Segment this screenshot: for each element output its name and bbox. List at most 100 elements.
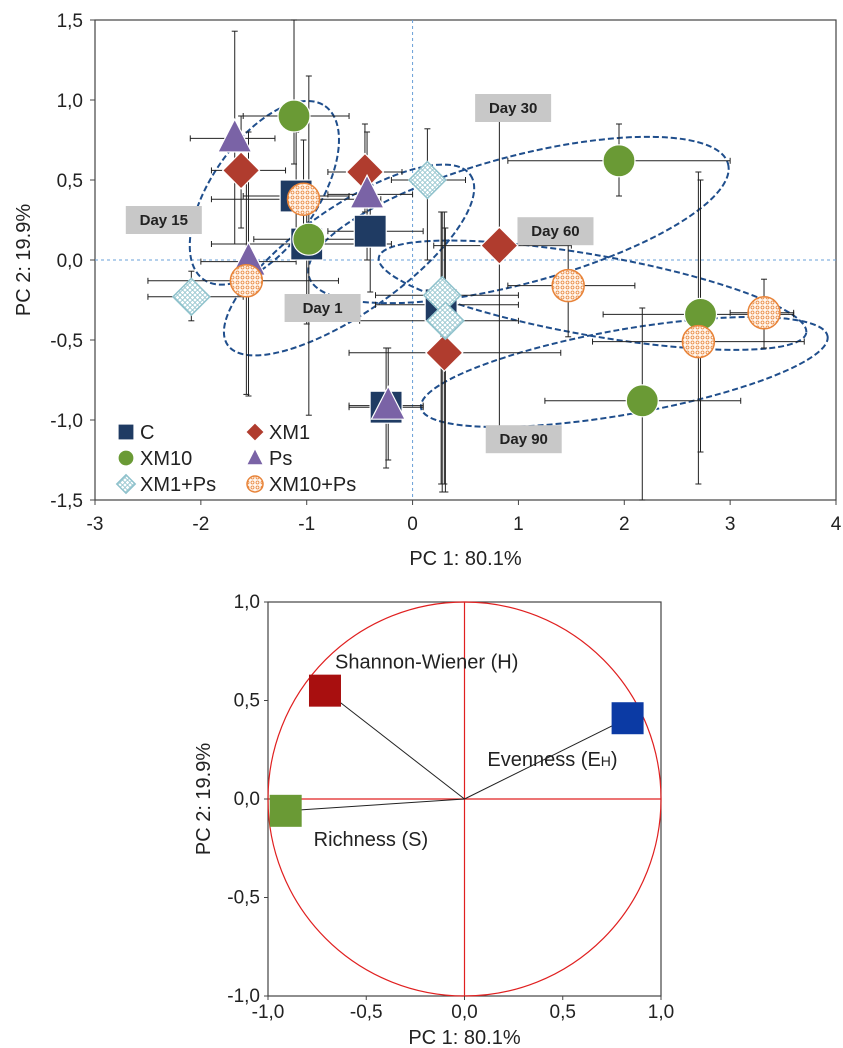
point-xm1-2	[480, 226, 519, 265]
ellipse-day-60	[377, 239, 808, 351]
plot-area-frame	[94, 19, 837, 501]
day-label-day-60: Day 60	[517, 217, 594, 246]
legend-marker-c	[117, 423, 135, 441]
y-tick-label: -1,0	[227, 986, 260, 1007]
legend-item-xm10: XM10	[117, 448, 192, 470]
day-label-box	[517, 217, 594, 246]
point-xm10-2	[602, 144, 636, 178]
x-axis-title: PC 1: 80.1%	[408, 1027, 521, 1048]
variable-marker	[611, 702, 644, 735]
loading-vector	[285, 798, 465, 812]
correlation-circle-plot: Shannon-Wiener (H) Evenness (EH) Richness …	[193, 592, 674, 1048]
x-tick-label: 3	[725, 514, 736, 535]
legend-label: XM1	[269, 422, 310, 444]
x-tick-label: 1	[513, 514, 524, 535]
legend-item-xm1-ps: XM1+Ps	[115, 473, 216, 496]
errorbar-xm1-2	[433, 99, 572, 437]
day-label-day-15: Day 15	[125, 206, 202, 234]
legend-marker-ps	[245, 447, 265, 466]
variable-marker	[308, 674, 341, 707]
x-tick-label: -2	[192, 514, 209, 535]
variable-richness-s: Richness (S)	[269, 794, 465, 851]
y-tick-label: 0,5	[57, 171, 83, 192]
day-label-day-1: Day 1	[284, 294, 361, 322]
x-tick-label: 0,0	[451, 1002, 477, 1023]
x-tick-label: -3	[87, 514, 104, 535]
point-xm10-ps-3	[681, 324, 716, 359]
variable-label: Shannon-Wiener (H)	[335, 652, 518, 674]
variable-label: Evenness (EH)	[487, 749, 617, 771]
point-xm1-3	[425, 333, 464, 373]
y-tick-label: -1,5	[50, 491, 83, 512]
variable-shannon-wiener-h: Shannon-Wiener (H)	[308, 652, 518, 800]
y-tick-label: 1,5	[57, 11, 83, 32]
variable-label: Richness (S)	[314, 829, 428, 851]
day-label-day-30: Day 30	[475, 94, 552, 122]
reference-lines	[95, 20, 836, 500]
point-xm10-4	[625, 384, 659, 418]
legend-item-xm1: XM1	[244, 421, 310, 444]
loading-vector	[464, 717, 628, 800]
day-labels: Day 15 Day 1 Day 30 Day 60 Day 90	[125, 94, 594, 454]
y-tick-label: 0,0	[57, 251, 83, 272]
legend: C XM1 XM10 Ps XM1+Ps XM10+Ps	[115, 421, 356, 496]
point-xm10-ps-4	[747, 296, 781, 330]
point-xm1-0	[221, 151, 261, 190]
ellipse-day-90	[419, 316, 829, 428]
x-tick-label: -1,0	[252, 1002, 285, 1023]
variable-evenness-e: Evenness (EH)	[464, 702, 644, 800]
point-ps-3	[370, 385, 407, 420]
day-label-day-90: Day 90	[485, 425, 562, 454]
x-tick-label: 0	[407, 514, 418, 535]
y-tick-label: -0,5	[50, 331, 83, 352]
correlation-body: Shannon-Wiener (H) Evenness (EH) Richness …	[267, 601, 662, 997]
point-xm1-ps-1	[407, 160, 447, 200]
point-xm10-ps-1	[286, 182, 321, 216]
y-tick-label: 0,0	[234, 789, 260, 810]
y-axis-title: PC 2: 19.9%	[13, 204, 35, 317]
point-xm10-ps-0	[229, 264, 264, 298]
ellipse-day-1	[222, 163, 476, 357]
y-tick-label: 0,5	[234, 691, 260, 712]
point-xm1-ps-3	[425, 301, 465, 341]
day-label-text: Day 30	[489, 100, 537, 117]
data-markers	[171, 99, 781, 424]
loading-vector	[324, 690, 465, 800]
legend-marker-xm10	[117, 449, 135, 467]
day-label-text: Day 60	[531, 223, 579, 240]
y-axis-title: PC 2: 19.9%	[193, 743, 215, 856]
subscript: H	[601, 753, 611, 769]
point-xm10-ps-2	[551, 268, 585, 303]
pca-score-plot: Day 15 Day 1 Day 30 Day 60 Day 90 -3 -2 -1 0 1 2 3…	[13, 11, 842, 570]
legend-label: XM1+Ps	[140, 474, 216, 496]
x-axis-title: PC 1: 80.1%	[409, 548, 522, 570]
legend-item-ps: Ps	[245, 447, 292, 470]
legend-item-c: C	[117, 422, 154, 444]
point-xm10-1	[292, 222, 326, 256]
axis-ticks: -3 -2 -1 0 1 2 3 4 -1,5 -1,0 -0,5 0,0 0,5 1,0 1,5	[50, 11, 841, 535]
x-tick-label: -0,5	[350, 1002, 383, 1023]
legend-marker-xm1-ps	[115, 473, 137, 495]
point-c-2	[353, 214, 387, 248]
y-tick-label: 1,0	[57, 91, 83, 112]
legend-label: XM10	[140, 448, 192, 470]
day-label-text: Day 15	[140, 212, 188, 229]
legend-label: Ps	[269, 448, 292, 470]
day-label-box	[125, 206, 202, 234]
legend-label: XM10+Ps	[269, 474, 356, 496]
legend-marker-xm10-ps	[246, 475, 264, 493]
ellipse-day-30	[307, 135, 730, 305]
x-tick-label: -1	[298, 514, 315, 535]
legend-marker-xm1	[244, 421, 266, 443]
legend-item-xm10-ps: XM10+Ps	[246, 474, 356, 496]
x-tick-label: 0,5	[550, 1002, 576, 1023]
variable-marker	[269, 794, 302, 827]
point-xm1-ps-0	[171, 277, 211, 317]
x-tick-label: 4	[831, 514, 842, 535]
x-tick-label: 2	[619, 514, 630, 535]
day-ellipses	[188, 99, 829, 428]
axis-ticks: -1,0 -0,5 0,0 0,5 1,0 -1,0 -0,5 0,0 0,5 1,0	[227, 592, 674, 1023]
point-xm10-0	[277, 99, 311, 133]
point-ps-0	[216, 117, 253, 153]
